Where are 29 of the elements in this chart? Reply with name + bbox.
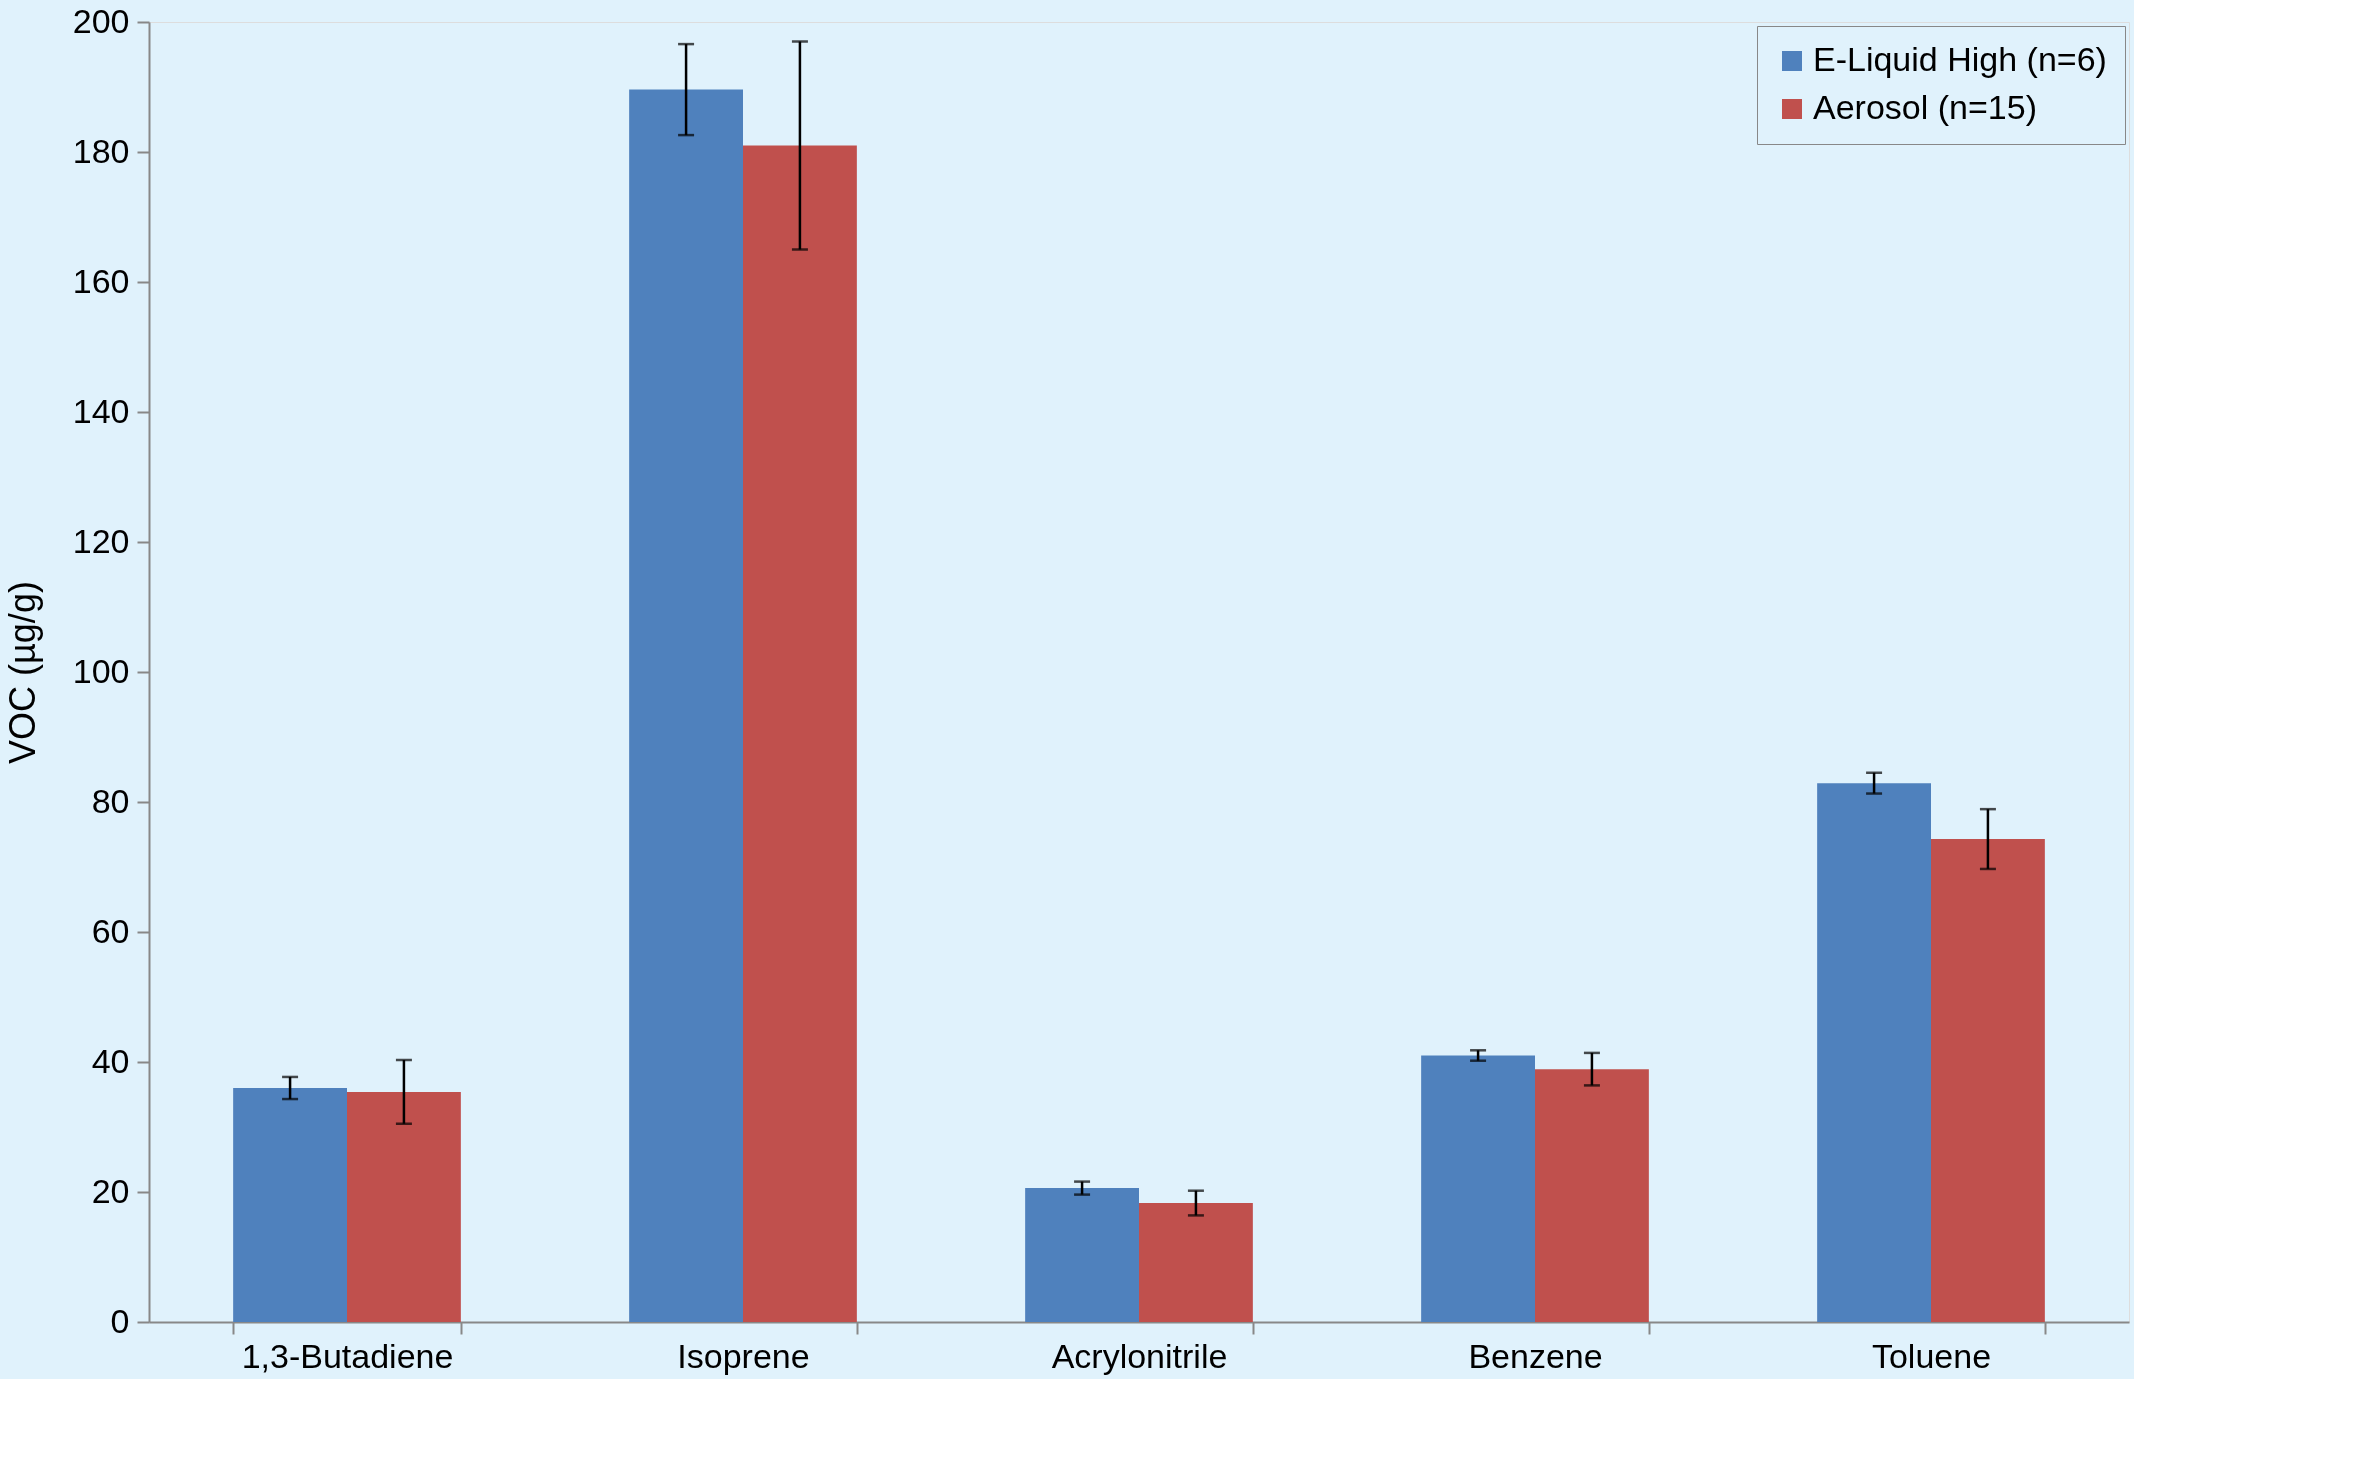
x-tick-label: Acrylonitrile [1051, 1336, 1228, 1375]
y-tick-label: 60 [91, 911, 130, 950]
x-tick-label: Isoprene [677, 1336, 810, 1375]
bar [1025, 1188, 1139, 1322]
bar [1139, 1203, 1253, 1322]
y-tick-label: 0 [110, 1301, 130, 1340]
bar [347, 1091, 461, 1322]
y-tick-label: 80 [91, 781, 130, 820]
x-tick-label: 1,3-Butadiene [241, 1336, 454, 1375]
x-tick-label: Toluene [1871, 1336, 1992, 1375]
bar [743, 145, 857, 1322]
bar [1817, 783, 1931, 1322]
bar [1421, 1055, 1535, 1322]
y-tick-label: 200 [72, 1, 130, 40]
bar [1535, 1069, 1649, 1322]
bar [233, 1088, 347, 1322]
y-tick-label: 20 [91, 1171, 130, 1210]
y-tick-label: 40 [91, 1041, 130, 1080]
y-axis-title: VOC (µg/g) [1, 581, 43, 764]
y-tick-label: 120 [72, 521, 130, 560]
bar [1931, 839, 2045, 1322]
legend-label: Aerosol (n=15) [1813, 88, 2037, 126]
x-tick-label: Benzene [1468, 1336, 1603, 1375]
bar [629, 89, 743, 1322]
y-tick-label: 100 [72, 651, 130, 690]
y-tick-label: 180 [72, 131, 130, 170]
y-tick-label: 140 [72, 391, 130, 430]
y-tick-label: 160 [72, 261, 130, 300]
legend-label: E-Liquid High (n=6) [1813, 40, 2107, 78]
